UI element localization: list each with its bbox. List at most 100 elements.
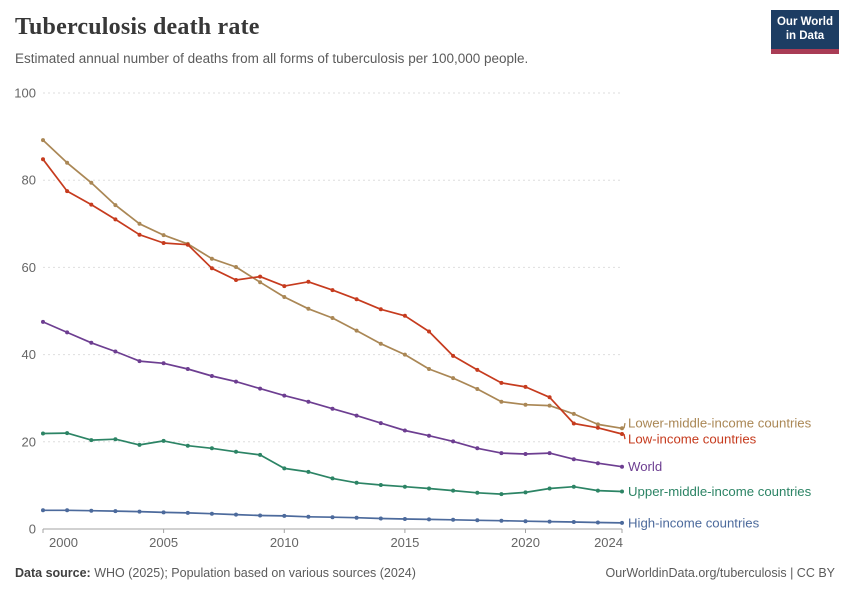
data-point-high-income-countries (378, 516, 383, 521)
data-point-high-income-countries (234, 512, 238, 517)
data-point-low-income-countries (330, 288, 335, 293)
data-point-world (620, 464, 624, 469)
data-point-low-income-countries (620, 432, 624, 436)
data-point-low-income-countries (499, 380, 504, 385)
data-point-high-income-countries (41, 508, 45, 513)
data-point-lower-middle-income-countries (378, 341, 383, 346)
data-point-high-income-countries (451, 517, 456, 522)
data-point-low-income-countries (595, 425, 600, 430)
data-point-world (306, 399, 311, 404)
data-point-upper-middle-income-countries (427, 486, 431, 491)
data-point-upper-middle-income-countries (354, 480, 359, 485)
data-point-high-income-countries (113, 509, 118, 514)
data-point-upper-middle-income-countries (595, 488, 600, 493)
data-point-low-income-countries (209, 266, 214, 271)
data-point-upper-middle-income-countries (451, 488, 456, 493)
data-point-high-income-countries (137, 509, 142, 514)
data-point-upper-middle-income-countries (234, 449, 238, 454)
data-point-low-income-countries (427, 329, 431, 334)
data-point-lower-middle-income-countries (113, 203, 118, 208)
data-point-world (451, 439, 456, 444)
data-point-lower-middle-income-countries (306, 306, 311, 311)
data-point-upper-middle-income-countries (137, 442, 142, 447)
owid-logo[interactable]: Our World in Data (771, 10, 839, 54)
legend-connector-lower-middle-income-countries (623, 422, 626, 429)
data-point-high-income-countries (571, 520, 576, 524)
x-axis-tick-label: 2005 (149, 535, 178, 550)
data-point-world (89, 340, 94, 345)
series-line-world (42, 321, 623, 468)
data-point-world (161, 361, 166, 366)
x-axis-tick-label: 2015 (390, 535, 419, 550)
data-point-world (523, 452, 528, 456)
owid-logo-line1: Our World (776, 15, 833, 28)
data-point-low-income-countries (475, 367, 480, 372)
data-point-world (378, 421, 383, 426)
data-point-upper-middle-income-countries (258, 452, 263, 457)
data-point-upper-middle-income-countries (113, 437, 118, 442)
data-point-world (209, 374, 214, 378)
data-point-upper-middle-income-countries (41, 431, 45, 436)
data-point-lower-middle-income-countries (499, 399, 504, 404)
legend-label-world: World (628, 459, 662, 474)
data-point-low-income-countries (378, 307, 383, 312)
data-point-low-income-countries (113, 217, 118, 222)
chart-header: Tuberculosis death rate Estimated annual… (15, 14, 760, 66)
data-point-lower-middle-income-countries (209, 256, 214, 261)
data-point-world (65, 330, 70, 335)
chart-footer: Data source: WHO (2025); Population base… (15, 566, 835, 580)
data-point-high-income-countries (89, 508, 94, 513)
data-point-lower-middle-income-countries (595, 422, 600, 427)
series-line-upper-middle-income-countries (42, 432, 623, 495)
data-point-high-income-countries (330, 515, 335, 520)
legend-label-high-income-countries: High-income countries (628, 515, 760, 530)
data-point-lower-middle-income-countries (89, 180, 94, 185)
data-point-world (282, 393, 287, 398)
data-point-world (234, 379, 238, 384)
data-point-low-income-countries (402, 313, 407, 318)
data-point-low-income-countries (523, 384, 528, 389)
legend-label-low-income-countries: Low-income countries (628, 432, 757, 447)
data-point-lower-middle-income-countries (282, 295, 287, 299)
data-point-low-income-countries (258, 274, 263, 279)
y-axis-tick-label: 60 (22, 260, 36, 275)
data-point-high-income-countries (258, 513, 263, 518)
data-point-low-income-countries (137, 232, 142, 237)
data-point-lower-middle-income-countries (354, 328, 359, 333)
data-point-world (41, 319, 45, 324)
data-point-upper-middle-income-countries (547, 486, 552, 491)
data-point-high-income-countries (306, 514, 311, 519)
data-point-high-income-countries (523, 519, 528, 524)
data-point-lower-middle-income-countries (620, 426, 624, 431)
x-axis-tick-label: 2024 (594, 535, 623, 550)
data-point-world (354, 413, 359, 418)
data-point-low-income-countries (234, 278, 238, 282)
data-point-high-income-countries (209, 511, 214, 516)
data-point-lower-middle-income-countries (475, 387, 480, 391)
data-point-upper-middle-income-countries (306, 469, 311, 474)
data-point-upper-middle-income-countries (330, 476, 335, 481)
x-axis-tick-label: 2010 (270, 535, 299, 550)
legend-label-lower-middle-income-countries: Lower-middle-income countries (628, 416, 812, 431)
data-point-lower-middle-income-countries (427, 367, 431, 371)
data-point-low-income-countries (571, 421, 576, 426)
data-point-high-income-countries (499, 518, 504, 523)
data-point-high-income-countries (65, 508, 70, 513)
data-point-upper-middle-income-countries (475, 490, 480, 495)
data-point-high-income-countries (161, 510, 166, 515)
chart-subtitle: Estimated annual number of deaths from a… (15, 51, 529, 66)
chart-svg: 0 20 40 60 80 100 2000 2005 2010 2015 2020 2024 Lowe… (14, 86, 812, 551)
attribution-link[interactable]: OurWorldinData.org/tuberculosis | CC BY (605, 566, 836, 580)
x-axis-tick-label: 2000 (49, 535, 78, 550)
x-axis-tick-label: 2020 (511, 535, 540, 550)
data-point-world (499, 451, 504, 456)
data-point-high-income-countries (427, 517, 431, 522)
data-point-lower-middle-income-countries (523, 402, 528, 407)
data-source-label: Data source: (15, 566, 91, 580)
data-point-upper-middle-income-countries (209, 446, 214, 451)
data-point-lower-middle-income-countries (451, 376, 456, 381)
data-point-high-income-countries (547, 519, 552, 524)
y-axis-tick-label: 0 (29, 522, 36, 537)
data-source-text: WHO (2025); Population based on various … (90, 566, 416, 580)
